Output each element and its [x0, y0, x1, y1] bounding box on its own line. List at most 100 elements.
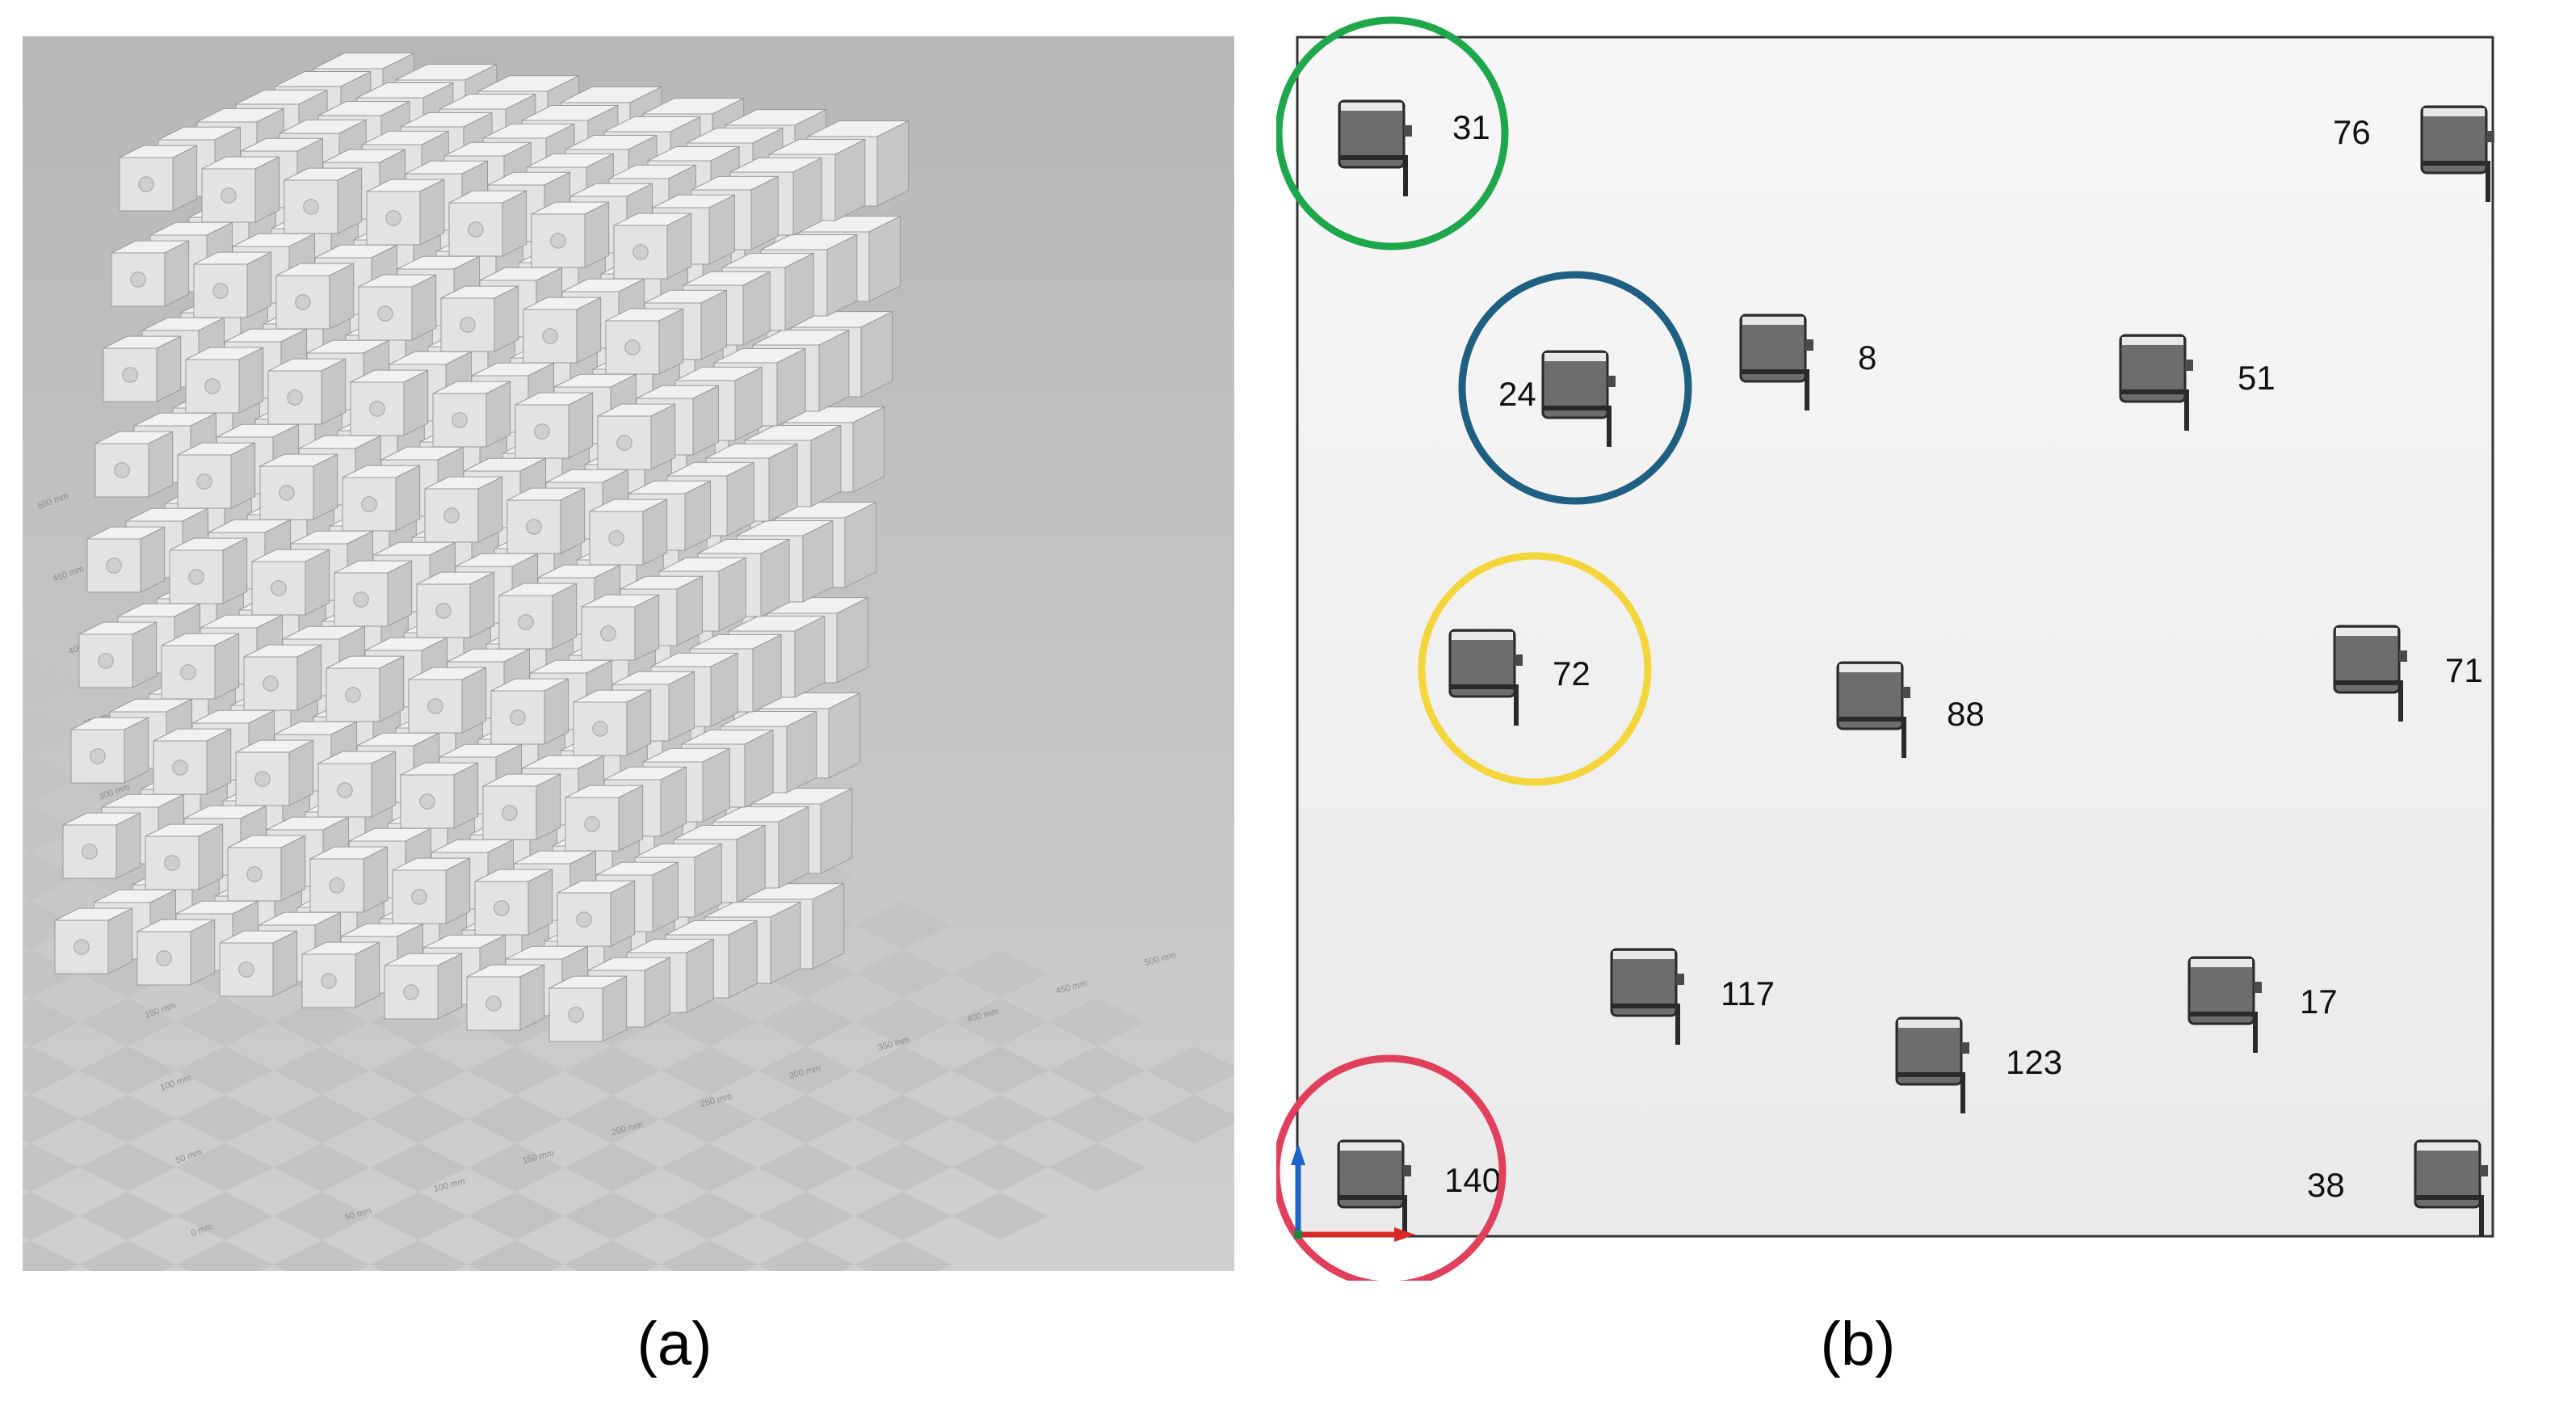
- y-axis-arrowhead: [1291, 1143, 1305, 1165]
- x-axis-arrowhead: [1394, 1227, 1415, 1242]
- lattice-module: [474, 869, 553, 936]
- floor-tile: [758, 1095, 855, 1143]
- floor-tile: [758, 1046, 855, 1095]
- floor-tile: [952, 998, 1048, 1046]
- module-id-label: 24: [1498, 375, 1536, 413]
- module-top-edge: [2417, 1143, 2478, 1151]
- lattice-module: [581, 594, 660, 661]
- lattice-module: [490, 678, 569, 745]
- module-nub: [1607, 376, 1616, 387]
- module-nub: [1404, 125, 1412, 137]
- module-top-edge: [1341, 103, 1402, 111]
- lattice-module: [392, 857, 471, 924]
- floor-tile: [855, 1192, 952, 1240]
- lattice-module: [185, 347, 264, 414]
- module-marker: 76: [2333, 105, 2494, 202]
- module-id-label: 88: [1947, 695, 1985, 733]
- module-nub: [2480, 1165, 2488, 1176]
- floor-tile: [855, 1143, 952, 1192]
- module-marker: 51: [2119, 334, 2276, 431]
- floor-tile: [855, 901, 952, 949]
- lattice-module: [400, 762, 479, 829]
- module-bracket: [2334, 680, 2403, 722]
- lattice-module: [416, 571, 495, 638]
- floor-tile: [467, 1046, 564, 1095]
- module-id-label: 72: [1553, 654, 1591, 692]
- module-id-label: 51: [2238, 359, 2276, 397]
- floor-tile: [1048, 1095, 1145, 1143]
- floor-tile: [952, 1046, 1048, 1095]
- floor-tile: [273, 1192, 370, 1240]
- module-top-edge: [2122, 337, 2183, 345]
- lattice-module: [235, 739, 314, 806]
- floor-tile: [370, 1192, 467, 1240]
- lattice-module: [424, 476, 503, 543]
- floor-tile: [952, 1192, 1048, 1240]
- module-nub: [1805, 339, 1813, 351]
- floor-tile: [661, 1046, 758, 1095]
- lattice-module: [498, 583, 578, 650]
- floor-tile: [952, 1095, 1048, 1143]
- lattice-module: [95, 431, 174, 498]
- floor-tile: [370, 1095, 467, 1143]
- module-bracket: [2415, 1195, 2484, 1236]
- module-nub: [1902, 687, 1910, 698]
- floor-tile: [273, 1095, 370, 1143]
- floor-tile: [467, 1192, 564, 1240]
- z-axis-marker: [1294, 1231, 1302, 1239]
- floor-tile: [176, 1143, 273, 1192]
- lattice-module: [301, 941, 380, 1008]
- module-top-edge: [2423, 108, 2485, 116]
- lattice-module: [259, 453, 338, 520]
- module-id-label: 8: [1858, 339, 1876, 377]
- module-bracket: [1543, 406, 1612, 447]
- floor-tile: [564, 1192, 661, 1240]
- lattice-module: [62, 812, 141, 879]
- lattice-module: [145, 823, 224, 890]
- lattice-module: [243, 644, 322, 711]
- lattice-module: [251, 549, 330, 616]
- module-markers: 31 76 24 8 51 72 88 71 117 17 123 140 38: [1272, 16, 2494, 1289]
- lattice-module: [597, 403, 676, 470]
- lattice-module: [448, 190, 527, 257]
- module-bracket: [1338, 1195, 1407, 1236]
- lattice-module: [275, 263, 355, 330]
- module-lattice: [54, 52, 910, 1042]
- lattice-module: [119, 145, 198, 212]
- module-top-edge: [1452, 632, 1513, 640]
- module-nub: [2185, 360, 2193, 371]
- floor-tile: [952, 1143, 1048, 1192]
- module-bracket: [2422, 161, 2490, 202]
- lattice-module: [573, 689, 652, 756]
- module-marker: 31: [1275, 16, 1509, 250]
- module-top-edge: [1898, 1020, 1960, 1028]
- panel-b-top-view: 31 76 24 8 51 72 88 71 117 17 123 140 38: [1272, 16, 2569, 1289]
- floor-tile: [1145, 1046, 1242, 1095]
- module-top-edge: [1340, 1143, 1401, 1151]
- module-top-edge: [1613, 951, 1675, 959]
- module-marker: 8: [1739, 314, 1876, 410]
- lattice-module: [54, 907, 133, 974]
- module-nub: [2399, 650, 2407, 662]
- floor-tile: [79, 998, 176, 1046]
- floor-tile: [79, 1143, 176, 1192]
- floor-tile: [564, 1095, 661, 1143]
- floor-tile: [273, 1143, 370, 1192]
- lattice-module: [589, 499, 668, 566]
- floor-tile: [855, 998, 952, 1046]
- floor-tile: [370, 1143, 467, 1192]
- module-id-label: 17: [2300, 983, 2338, 1021]
- floor-tile: [176, 998, 273, 1046]
- floor-tile: [176, 1046, 273, 1095]
- lattice-module: [177, 442, 256, 509]
- lattice-module: [531, 201, 610, 268]
- module-bracket: [1339, 155, 1408, 196]
- module-bracket: [1741, 369, 1809, 410]
- lattice-module: [482, 773, 561, 840]
- module-marker: 117: [1610, 948, 1775, 1045]
- module-nub: [1961, 1042, 1969, 1054]
- caption-b: (b): [1820, 1310, 1896, 1378]
- module-nub: [1676, 974, 1684, 985]
- lattice-module: [317, 751, 397, 818]
- origin-axes: [1291, 1143, 1415, 1242]
